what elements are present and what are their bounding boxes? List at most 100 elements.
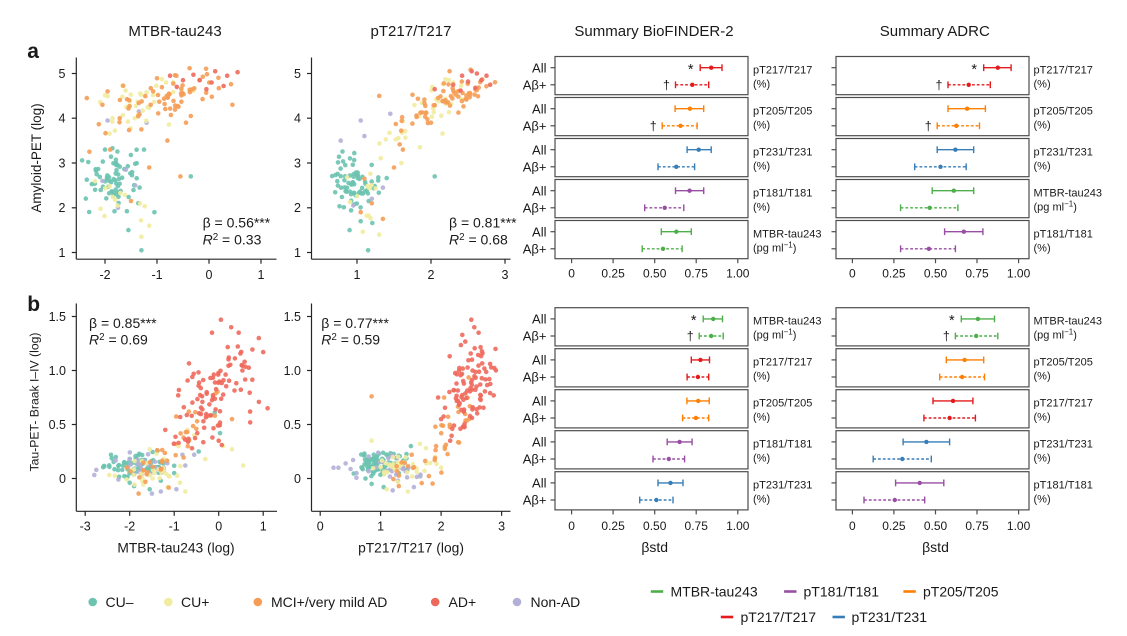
- svg-text:βstd: βstd: [641, 539, 668, 555]
- svg-text:(%): (%): [1034, 119, 1051, 131]
- svg-text:MTBR-tau243 (log): MTBR-tau243 (log): [117, 541, 234, 556]
- svg-text:4: 4: [59, 112, 66, 126]
- svg-text:3: 3: [294, 156, 301, 170]
- svg-text:0.75: 0.75: [685, 267, 709, 281]
- svg-text:1.00: 1.00: [726, 267, 750, 281]
- svg-text:0: 0: [849, 267, 856, 281]
- svg-text:0.50: 0.50: [643, 519, 667, 533]
- svg-text:All: All: [532, 476, 547, 491]
- svg-text:R2 = 0.69: R2 = 0.69: [89, 332, 148, 348]
- svg-text:Aβ+: Aβ+: [523, 77, 547, 92]
- svg-text:CU+: CU+: [181, 594, 209, 610]
- svg-text:All: All: [532, 142, 547, 157]
- svg-text:AD+: AD+: [449, 594, 477, 610]
- svg-text:(%): (%): [1034, 78, 1051, 90]
- svg-text:(%): (%): [1034, 494, 1051, 506]
- svg-text:2: 2: [428, 268, 435, 282]
- svg-text:0: 0: [317, 520, 324, 534]
- svg-text:pT231/T231: pT231/T231: [1034, 439, 1093, 451]
- svg-text:pT205/T205: pT205/T205: [923, 583, 999, 599]
- svg-text:Aβ+: Aβ+: [523, 452, 547, 467]
- svg-text:(%): (%): [1034, 412, 1051, 424]
- svg-text:pT217/T217: pT217/T217: [371, 23, 452, 40]
- svg-text:0.75: 0.75: [965, 519, 989, 533]
- svg-text:0: 0: [215, 520, 222, 534]
- svg-text:(%): (%): [1034, 453, 1051, 465]
- svg-text:pT181/T181: pT181/T181: [753, 439, 812, 451]
- svg-text:1.00: 1.00: [726, 519, 750, 533]
- svg-text:(%): (%): [1034, 242, 1051, 254]
- svg-text:β = 0.85***: β = 0.85***: [89, 315, 157, 331]
- svg-text:†: †: [943, 330, 950, 344]
- svg-text:All: All: [532, 353, 547, 368]
- svg-text:0: 0: [294, 472, 301, 486]
- svg-text:0: 0: [568, 519, 575, 533]
- svg-text:1: 1: [258, 268, 265, 282]
- svg-text:All: All: [532, 60, 547, 75]
- svg-text:0: 0: [849, 519, 856, 533]
- svg-text:1: 1: [260, 520, 267, 534]
- svg-text:(%): (%): [753, 494, 770, 506]
- svg-text:a: a: [27, 40, 39, 63]
- svg-text:0: 0: [206, 268, 213, 282]
- svg-text:1.5: 1.5: [284, 310, 301, 324]
- svg-text:Aβ+: Aβ+: [523, 329, 547, 344]
- svg-text:†: †: [936, 78, 943, 92]
- svg-text:(%): (%): [753, 412, 770, 424]
- svg-text:pT217/T217: pT217/T217: [1034, 64, 1093, 76]
- svg-text:(%): (%): [753, 119, 770, 131]
- svg-text:*: *: [688, 62, 694, 78]
- svg-text:Tau-PET- Braak I–IV (log): Tau-PET- Braak I–IV (log): [28, 333, 42, 472]
- svg-text:β = 0.81***: β = 0.81***: [449, 215, 517, 231]
- svg-text:(%): (%): [753, 160, 770, 172]
- svg-text:All: All: [532, 101, 547, 116]
- svg-text:Aβ+: Aβ+: [523, 241, 547, 256]
- svg-text:All: All: [532, 312, 547, 327]
- svg-text:MTBR-tau243: MTBR-tau243: [1034, 187, 1102, 199]
- svg-text:-1: -1: [169, 520, 180, 534]
- svg-text:(%): (%): [753, 371, 770, 383]
- svg-text:Aβ+: Aβ+: [523, 118, 547, 133]
- svg-text:Aβ+: Aβ+: [523, 411, 547, 426]
- svg-text:pT231/T231: pT231/T231: [753, 146, 812, 158]
- svg-text:R2 = 0.68: R2 = 0.68: [449, 232, 508, 248]
- svg-text:pT217/T217: pT217/T217: [741, 609, 817, 625]
- svg-text:Aβ+: Aβ+: [523, 370, 547, 385]
- svg-text:(%): (%): [1034, 160, 1051, 172]
- svg-text:†: †: [925, 119, 932, 133]
- svg-text:0.25: 0.25: [601, 519, 625, 533]
- svg-text:1.00: 1.00: [1007, 267, 1031, 281]
- svg-text:†: †: [663, 78, 670, 92]
- svg-text:Summary BioFINDER-2: Summary BioFINDER-2: [574, 23, 733, 40]
- svg-text:pT205/T205: pT205/T205: [753, 398, 812, 410]
- svg-text:1: 1: [377, 520, 384, 534]
- svg-text:pT217/T217: pT217/T217: [753, 357, 812, 369]
- svg-text:1: 1: [294, 246, 301, 260]
- svg-text:0.5: 0.5: [284, 418, 301, 432]
- svg-text:*: *: [949, 313, 955, 329]
- svg-text:†: †: [650, 119, 657, 133]
- svg-text:R2 = 0.59: R2 = 0.59: [321, 332, 380, 348]
- svg-text:pT217/T217 (log): pT217/T217 (log): [358, 541, 464, 556]
- svg-text:Amyloid-PET (log): Amyloid-PET (log): [29, 103, 44, 212]
- svg-text:All: All: [532, 224, 547, 239]
- svg-text:1: 1: [59, 246, 66, 260]
- svg-text:0.75: 0.75: [685, 519, 709, 533]
- svg-text:Aβ+: Aβ+: [523, 493, 547, 508]
- svg-text:Summary ADRC: Summary ADRC: [880, 23, 990, 40]
- svg-text:-2: -2: [99, 268, 110, 282]
- svg-text:1.0: 1.0: [284, 364, 301, 378]
- svg-text:(%): (%): [753, 453, 770, 465]
- svg-text:Aβ+: Aβ+: [523, 159, 547, 174]
- svg-text:R2 = 0.33: R2 = 0.33: [203, 232, 262, 248]
- svg-text:Aβ+: Aβ+: [523, 200, 547, 215]
- svg-text:pT181/T181: pT181/T181: [753, 187, 812, 199]
- svg-text:β = 0.77***: β = 0.77***: [321, 315, 389, 331]
- svg-text:MTBR-tau243: MTBR-tau243: [671, 583, 758, 599]
- svg-text:2: 2: [294, 201, 301, 215]
- svg-text:1: 1: [354, 268, 361, 282]
- svg-text:MTBR-tau243: MTBR-tau243: [753, 228, 821, 240]
- svg-text:0.25: 0.25: [601, 267, 625, 281]
- svg-text:0: 0: [59, 472, 66, 486]
- svg-text:0.25: 0.25: [882, 519, 906, 533]
